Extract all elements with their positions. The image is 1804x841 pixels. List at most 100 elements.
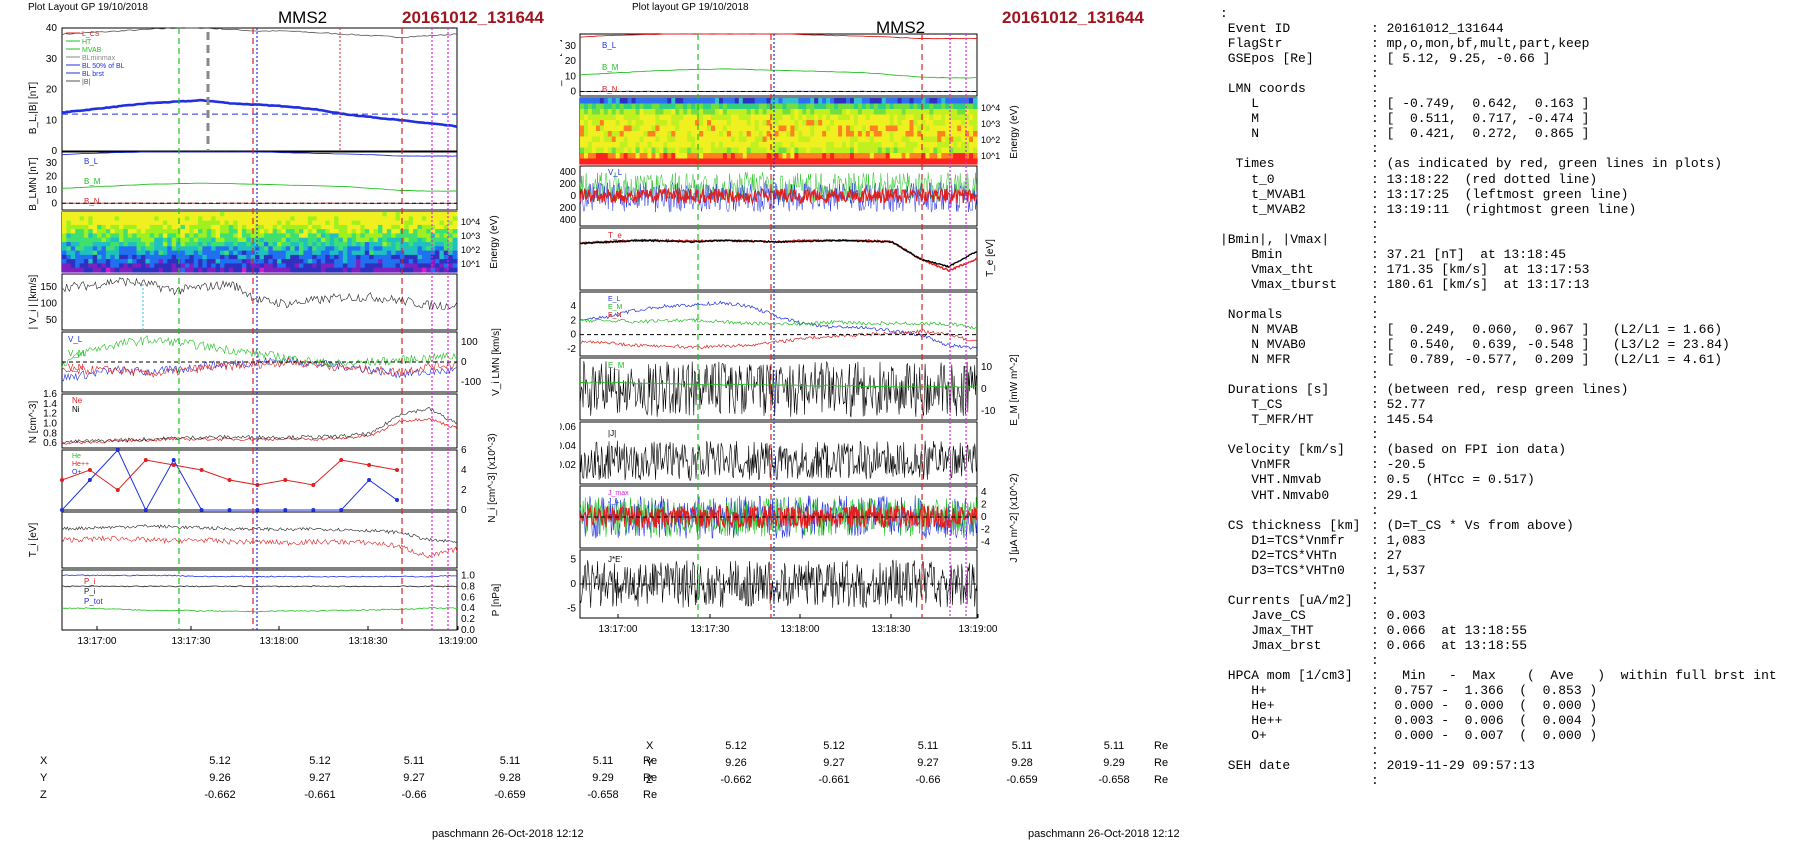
spectrogram-cell <box>707 103 712 110</box>
spectrogram-cell <box>215 224 221 230</box>
spectrogram-cell <box>369 246 375 252</box>
legend-label: J_max <box>608 490 629 497</box>
spectrogram-cell <box>413 242 419 247</box>
spectrogram-cell <box>119 267 125 273</box>
spectrogram-cell <box>770 109 776 116</box>
spectrogram-cell <box>220 242 225 247</box>
spectrogram-cell <box>715 131 720 138</box>
spectrogram-cell <box>206 237 212 243</box>
y-tick-label: 50 <box>46 315 58 326</box>
info-key: Times <box>1220 156 1275 172</box>
spectrogram-cell <box>114 267 120 273</box>
spectrogram-cell <box>949 153 954 160</box>
spectrogram-cell <box>774 109 780 116</box>
spectrogram-cell <box>307 259 313 264</box>
spectrogram-cell <box>180 229 186 234</box>
spectrogram-cell <box>92 267 98 273</box>
spectrogram-cell <box>237 212 243 217</box>
spectrogram-cell <box>215 216 221 222</box>
spectrogram-cell <box>818 120 823 127</box>
spectrogram-cell <box>655 103 660 110</box>
spectrogram-cell <box>307 212 313 217</box>
spectrogram-cell <box>774 98 780 105</box>
spectrogram-cell <box>263 212 269 217</box>
spectrogram-cell <box>834 158 839 165</box>
info-value: : Min - Max ( Ave ) within full brst int <box>1371 668 1777 684</box>
spectrogram-cell <box>206 259 212 264</box>
spectrogram-cell <box>342 216 348 222</box>
spectrogram-cell <box>965 109 970 116</box>
y-tick-label: 0.6 <box>43 438 57 449</box>
y-tick-label: 5 <box>570 555 576 566</box>
spectrogram-cell <box>391 246 397 252</box>
info-key: Durations [s] <box>1220 382 1330 398</box>
info-value: : 0.003 <box>1371 607 1426 623</box>
spectrogram-cell <box>949 131 954 138</box>
info-key: Normals <box>1220 306 1283 322</box>
spectrogram-cell <box>643 103 649 110</box>
spectrogram-cell <box>259 216 265 222</box>
panel-frame <box>579 357 978 421</box>
spectrogram-cell <box>224 259 230 264</box>
ion-spectrogram <box>62 212 458 273</box>
spectrogram-cell <box>671 125 676 132</box>
spectrogram-cell <box>893 125 899 132</box>
spectrogram-cell <box>132 212 138 217</box>
spectrogram-cell <box>750 98 756 105</box>
spectrogram-cell <box>167 254 173 260</box>
spectrogram-cell <box>224 237 230 243</box>
spectrogram-cell <box>88 267 94 273</box>
left-spacecraft-title: MMS2 <box>278 8 328 27</box>
spectrogram-cell <box>810 125 815 132</box>
spectrogram-cell <box>591 114 597 121</box>
spectrogram-cell <box>220 263 225 269</box>
info-line: t_MVAB1: 13:17:25 (leftmost green line) <box>1220 187 1777 202</box>
spectrogram-cell <box>417 220 423 226</box>
spectrogram-cell <box>647 131 653 138</box>
spectrogram-cell <box>969 153 974 160</box>
spectrogram-cell <box>627 125 633 132</box>
spectrogram-cell <box>184 237 190 243</box>
spectrogram-cell <box>299 229 304 234</box>
spectrogram-cell <box>770 147 776 154</box>
spectrogram-cell <box>171 267 177 273</box>
spectrogram-cell <box>356 246 362 252</box>
spectrogram-cell <box>206 224 212 230</box>
spectrogram-cell <box>691 131 696 138</box>
series-Te-red <box>579 238 978 273</box>
spectrogram-cell <box>905 142 911 149</box>
info-line: Jave_CS: 0.003 <box>1220 608 1777 623</box>
spectrogram-cell <box>439 259 445 264</box>
spectrogram-cell <box>969 136 974 143</box>
right-spacecraft-title: MMS2 <box>876 18 926 37</box>
spectrogram-cell <box>114 259 120 264</box>
spectrogram-cell <box>842 142 847 149</box>
spectrogram-cell <box>351 250 357 256</box>
info-line: GSEpos [Re]: [ 5.12, 9.25, -0.66 ] <box>1220 51 1777 66</box>
spectrogram-cell <box>167 259 173 264</box>
spectrogram-cell <box>961 125 966 132</box>
spectrogram-cell <box>830 142 835 149</box>
spectrogram-cell <box>443 216 449 222</box>
spectrogram-cell <box>889 103 895 110</box>
spectrogram-cell <box>897 109 903 116</box>
coord-value: -0.66 <box>915 774 941 786</box>
spectrogram-cell <box>901 120 907 127</box>
spectrogram-cell <box>715 125 720 132</box>
spectrogram-cell <box>110 237 116 243</box>
y-tick-label: 10^4 <box>981 103 1000 113</box>
spectrogram-cell <box>62 263 67 269</box>
coord-value: 5.12 <box>823 740 845 752</box>
coord-label: Y <box>646 757 654 769</box>
spectrogram-cell <box>395 250 401 256</box>
spectrogram-cell <box>97 263 103 269</box>
spectrogram-cell <box>893 158 899 165</box>
spectrogram-cell <box>408 237 414 243</box>
info-key: D3=TCS*VHTn0 <box>1220 562 1345 578</box>
spectrogram-cell <box>869 158 875 165</box>
spectrogram-cell <box>259 237 265 243</box>
spectrogram-cell <box>814 125 819 132</box>
spectrogram-cell <box>435 242 441 247</box>
info-line: CS thickness [km]: (D=T_CS * Vs from abo… <box>1220 518 1777 533</box>
spectrogram-cell <box>378 237 383 243</box>
